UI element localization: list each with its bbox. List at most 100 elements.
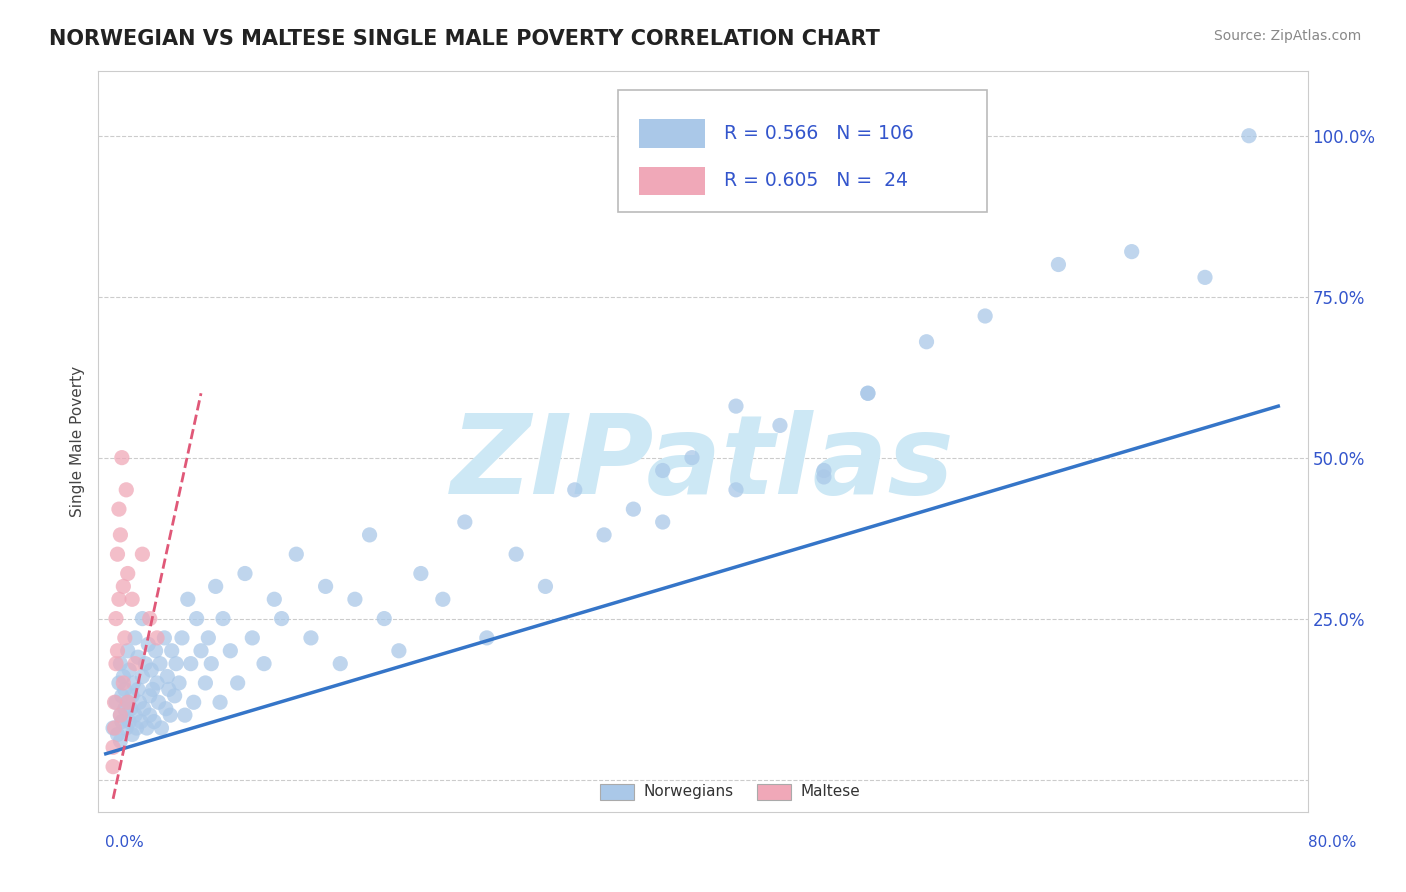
Point [197,631,219,645]
Point [505,547,527,561]
Point [285,547,308,561]
Point [117,566,139,581]
Point [110,708,132,723]
Point [145,644,167,658]
Point [534,579,557,593]
Point [163,689,186,703]
Point [114,702,136,716]
Point [373,611,395,625]
Point [769,418,792,433]
Point [564,483,586,497]
Point [110,528,132,542]
FancyBboxPatch shape [619,90,987,212]
Point [299,631,322,645]
Point [146,676,169,690]
Point [1047,258,1070,272]
Point [219,644,242,658]
FancyBboxPatch shape [600,783,634,800]
Point [108,676,131,690]
Point [141,663,163,677]
Point [651,515,673,529]
Point [315,579,337,593]
Point [121,727,143,741]
Point [122,676,145,690]
Point [856,386,879,401]
Point [138,689,160,703]
FancyBboxPatch shape [638,167,706,195]
Point [724,483,747,497]
Point [180,657,202,671]
Point [105,695,128,709]
Point [270,611,292,625]
Point [186,611,208,625]
Point [107,727,129,741]
Point [118,714,141,729]
Point [115,721,138,735]
Point [111,714,134,729]
Point [432,592,454,607]
Point [651,463,673,477]
Point [174,708,197,723]
Point [226,676,249,690]
Text: Norwegians: Norwegians [644,784,734,799]
Point [136,637,159,651]
Point [103,721,125,735]
Text: 80.0%: 80.0% [1309,836,1357,850]
Point [101,759,124,773]
Point [129,714,152,729]
Point [233,566,256,581]
Point [110,708,132,723]
Point [359,528,381,542]
Point [121,592,143,607]
Point [204,579,226,593]
Point [128,695,150,709]
Point [143,714,166,729]
Point [153,631,176,645]
Point [112,676,135,690]
Point [131,669,153,683]
Point [135,721,157,735]
Point [149,657,172,671]
Point [124,708,146,723]
Point [263,592,285,607]
FancyBboxPatch shape [638,120,706,147]
Text: NORWEGIAN VS MALTESE SINGLE MALE POVERTY CORRELATION CHART: NORWEGIAN VS MALTESE SINGLE MALE POVERTY… [49,29,880,48]
Point [915,334,938,349]
Point [621,502,644,516]
Point [212,611,235,625]
Point [454,515,477,529]
Text: ZIPatlas: ZIPatlas [451,410,955,517]
Point [132,702,155,716]
Point [475,631,498,645]
Point [108,502,131,516]
Point [724,399,747,413]
Point [150,721,173,735]
Point [209,695,232,709]
Point [124,657,146,671]
Point [1121,244,1143,259]
Point [108,592,131,607]
Point [131,611,153,625]
Point [160,644,183,658]
Point [148,695,170,709]
Point [813,470,835,484]
Point [138,611,160,625]
Point [409,566,432,581]
Point [110,657,132,671]
Point [115,483,138,497]
Point [1194,270,1216,285]
Point [159,708,181,723]
Point [253,657,276,671]
Point [177,592,200,607]
Point [974,309,997,323]
Point [125,721,148,735]
Point [813,463,835,477]
Point [127,682,149,697]
Text: Maltese: Maltese [801,784,860,799]
Y-axis label: Single Male Poverty: Single Male Poverty [70,366,86,517]
Point [170,631,193,645]
Point [111,689,134,703]
Point [112,669,135,683]
Point [240,631,263,645]
Point [114,631,136,645]
